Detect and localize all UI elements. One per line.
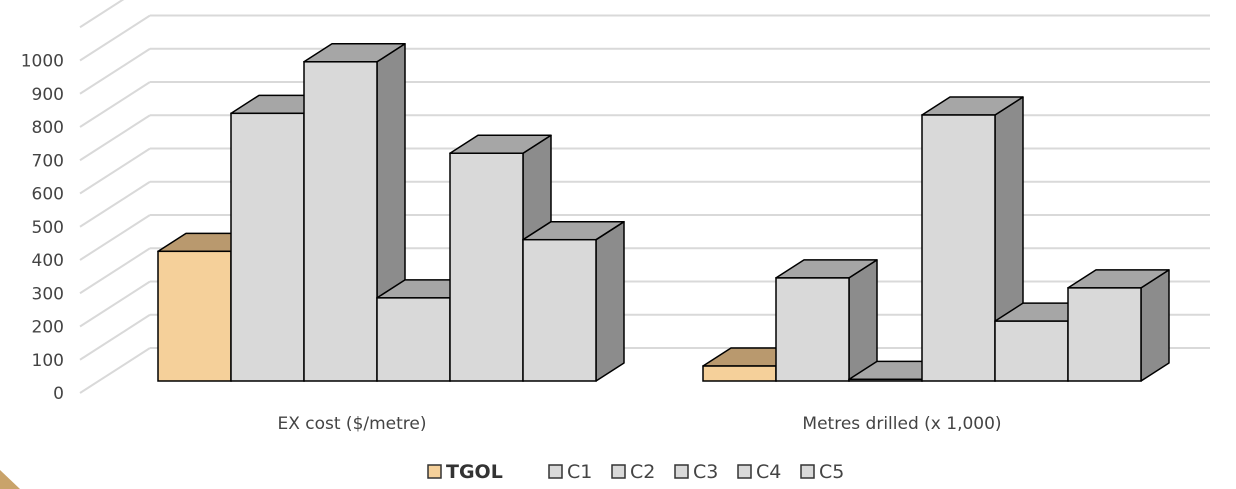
legend-swatch [548, 464, 563, 479]
gridline-depth [79, 180, 151, 228]
legend-item-c3: C3 [674, 461, 718, 483]
y-tick-label: 900 [32, 85, 64, 105]
legend-swatch [674, 464, 689, 479]
legend: TGOL C1 C2 C3 C4 C5 [427, 461, 844, 483]
legend-item-c4: C4 [737, 461, 781, 483]
bar-c2-ex-cost [303, 43, 406, 382]
gridline-depth [79, 347, 151, 394]
legend-label: C1 [567, 461, 592, 483]
category-label: Metres drilled (x 1,000) [802, 414, 1001, 434]
gridline-depth [79, 81, 151, 128]
legend-label: TGOL [446, 461, 503, 483]
legend-label: C5 [819, 461, 844, 483]
y-tick-label: 100 [32, 351, 64, 371]
gridline-depth [79, 214, 151, 261]
y-tick-label: 700 [32, 151, 64, 171]
bar-c5-metres-drilled [1067, 269, 1170, 382]
gridline-depth [79, 313, 151, 361]
legend-label: C2 [630, 461, 655, 483]
legend-label: C3 [693, 461, 718, 483]
y-tick-label: 300 [32, 284, 64, 304]
gridline-depth [79, 247, 151, 295]
gridline-depth [79, 0, 125, 29]
legend-label: C4 [756, 461, 781, 483]
corner-decoration [0, 470, 20, 489]
y-tick-label: 800 [32, 118, 64, 138]
y-tick-label: 500 [32, 218, 64, 238]
legend-item-c2: C2 [611, 461, 655, 483]
y-tick-label: 1000 [21, 52, 64, 72]
legend-swatch [611, 464, 626, 479]
bars [157, 43, 1170, 382]
legend-swatch [737, 464, 752, 479]
legend-swatch [800, 464, 815, 479]
legend-item-c1: C1 [548, 461, 592, 483]
legend-item-c5: C5 [800, 461, 844, 483]
y-tick-label: 400 [32, 251, 64, 271]
category-label: EX cost ($/metre) [277, 414, 426, 434]
category-labels: EX cost ($/metre) Metres drilled (x 1,000… [277, 414, 1001, 434]
y-tick-label: 600 [32, 185, 64, 205]
gridline-depth [79, 147, 151, 195]
gridline-depth [79, 280, 151, 328]
bar-c1-metres-drilled [775, 259, 878, 382]
legend-item-tgol: TGOL [427, 461, 503, 483]
y-axis-ticks: 0 100 200 300 400 500 600 700 800 900 1000 [21, 52, 64, 405]
legend-swatch [427, 464, 442, 479]
gridline-depth [79, 114, 151, 162]
bar-c5-ex-cost [522, 220, 625, 382]
gridline-depth [79, 14, 151, 62]
y-tick-label: 200 [32, 318, 64, 338]
gridline-depth [79, 47, 151, 95]
y-tick-label: 0 [53, 384, 64, 404]
